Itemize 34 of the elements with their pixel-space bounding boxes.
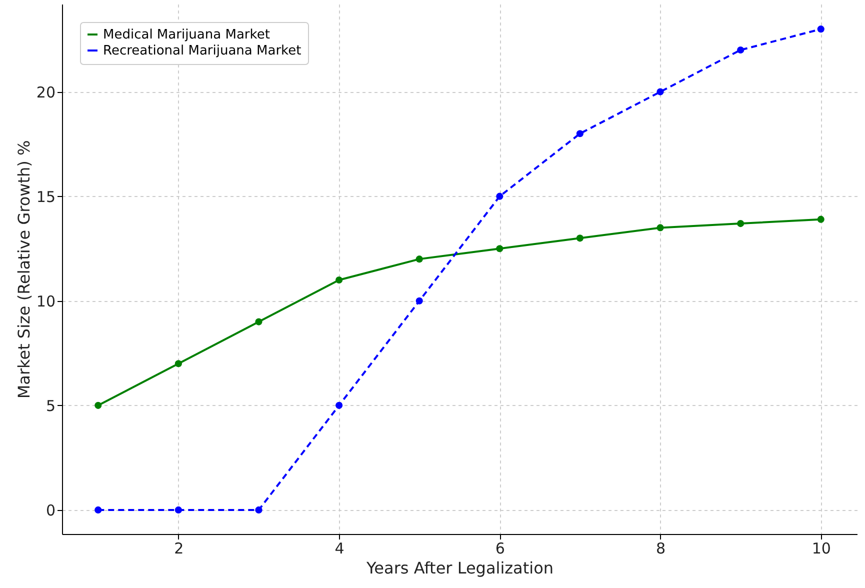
point	[576, 234, 584, 242]
point	[737, 46, 744, 54]
point	[656, 88, 664, 96]
point	[94, 506, 102, 514]
y-tick-label: 0	[46, 501, 56, 520]
point	[656, 224, 664, 232]
y-tick-label: 15	[36, 188, 56, 206]
y-tick-label: 20	[36, 83, 56, 102]
point	[416, 297, 423, 304]
y-tick-label: 10	[36, 292, 56, 310]
x-axis-title: Years After Legalization	[366, 558, 554, 578]
point	[817, 216, 824, 223]
legend-label: Recreational Marijuana Market	[103, 44, 302, 58]
point	[174, 506, 182, 514]
x-tick-label: 8	[656, 540, 666, 558]
x-tick-label: 4	[334, 540, 344, 558]
point	[94, 402, 102, 409]
x-tick-label: 2	[174, 540, 184, 558]
x-tick-label: 6	[495, 540, 505, 558]
point	[737, 220, 744, 228]
point	[336, 402, 343, 409]
point	[817, 26, 824, 33]
point	[174, 360, 182, 368]
point	[576, 130, 584, 138]
point	[416, 256, 423, 263]
y-axis-title: Market Size (Relative Growth) %	[14, 140, 34, 399]
legend-label: Medical Marijuana Market	[103, 28, 270, 42]
point	[496, 192, 504, 200]
point	[255, 506, 262, 514]
point	[336, 276, 343, 284]
point	[255, 318, 262, 326]
point	[496, 245, 504, 252]
x-tick-label: 10	[812, 540, 831, 558]
y-tick-label: 5	[46, 396, 56, 415]
